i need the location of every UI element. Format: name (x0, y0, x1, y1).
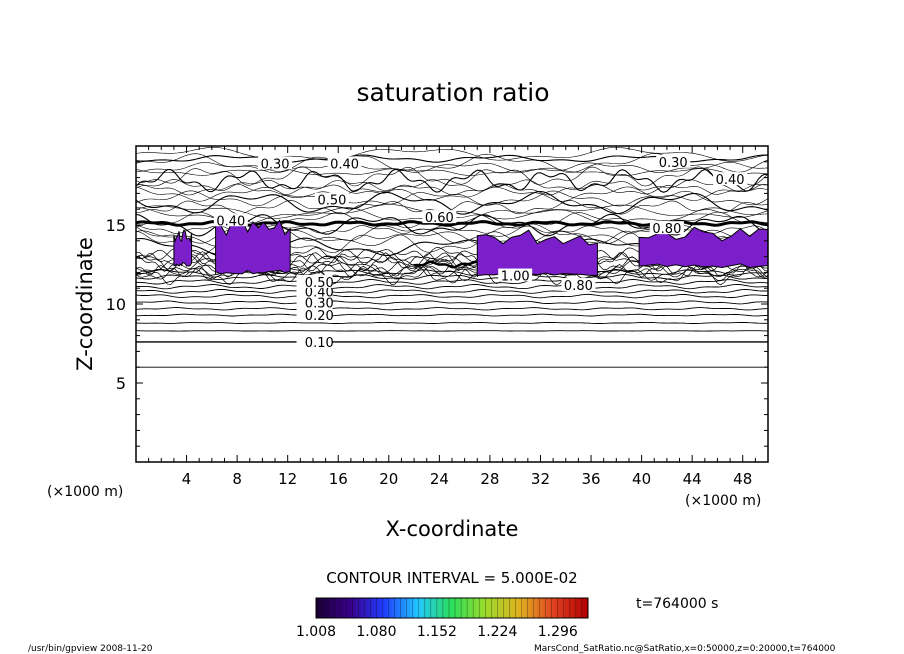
footer-left: /usr/bin/gpview 2008-11-20 (28, 644, 153, 654)
colorbar (316, 598, 588, 618)
contour-line (135, 279, 769, 285)
colorbar-tick-label: 1.296 (538, 624, 578, 640)
contour-label-bg (296, 308, 333, 322)
contour-line (135, 166, 769, 187)
x-tick-label: 32 (531, 470, 550, 488)
contour-line (135, 300, 769, 305)
colorbar-tick-label: 1.080 (356, 624, 396, 640)
x-tick-label: 40 (632, 470, 651, 488)
x-tick-label: 4 (182, 470, 192, 488)
contour-label-bg (327, 156, 362, 170)
contour-label: 1.00 (501, 270, 530, 285)
x-axis-label: X-coordinate (386, 517, 519, 541)
contour-label-bg (296, 274, 333, 288)
contour-label-bg (213, 213, 248, 227)
contour-line (135, 313, 769, 317)
y-tick-label: 5 (116, 374, 126, 393)
contour-line (135, 168, 769, 193)
x-tick-label: 16 (329, 470, 348, 488)
chart-title: saturation ratio (356, 78, 549, 107)
contour-label-bg (296, 295, 333, 309)
x-tick-label: 48 (733, 470, 752, 488)
contour-line (135, 288, 769, 294)
contour-line (135, 283, 768, 290)
contour-label: 0.30 (261, 157, 290, 172)
contour-label: 0.30 (659, 156, 688, 171)
plot-frame (135, 145, 769, 463)
contour-label-bg (296, 334, 333, 348)
y-axis: 5 10 15 (106, 161, 768, 447)
contour-label-bg (422, 210, 457, 224)
x-tick-label: 36 (581, 470, 600, 488)
colorbar-tick-label: 1.152 (417, 624, 457, 640)
x-tick-label: 28 (480, 470, 499, 488)
contour-line (135, 190, 769, 207)
contour-label: 0.40 (330, 157, 359, 172)
contour-label: 0.20 (305, 309, 334, 324)
contour-label-bg (561, 278, 596, 292)
contour-label: 0.10 (305, 336, 334, 351)
contour-line (135, 274, 769, 281)
y-tick-label: 10 (106, 295, 126, 314)
colorbar-frame (315, 597, 589, 619)
contour-line (135, 167, 769, 176)
supersaturated-region (173, 229, 193, 267)
contour-label: 0.30 (305, 296, 334, 311)
footer-right: MarsCond_SatRatio.nc@SatRatio,x=0:50000,… (534, 644, 836, 654)
contour-line (135, 330, 768, 332)
colorbar-gradient (316, 598, 588, 618)
x-unit-left: (×1000 m) (47, 484, 123, 500)
colorbar-tick-label: 1.224 (477, 624, 517, 640)
contour-label-bg (258, 156, 293, 170)
contour-line (135, 293, 768, 299)
contour-label: 0.60 (425, 211, 454, 226)
time-label: t=764000 s (636, 596, 718, 612)
x-tick-label: 24 (430, 470, 449, 488)
contour-label-bg (656, 154, 691, 168)
contour-line (135, 321, 768, 324)
contour-label: 0.80 (652, 222, 681, 237)
contour-label: 0.80 (564, 279, 593, 294)
x-tick-label: 12 (278, 470, 297, 488)
contour-interval-text: CONTOUR INTERVAL = 5.000E-02 (326, 569, 577, 587)
contour-label-bg (498, 268, 533, 282)
contour-label: 0.50 (305, 276, 334, 291)
contour-label: 0.40 (305, 285, 334, 300)
y-axis-label: Z-coordinate (73, 237, 97, 371)
x-tick-label: 20 (379, 470, 398, 488)
contour-line (135, 179, 768, 192)
x-tick-label: 44 (683, 470, 702, 488)
y-tick-label: 15 (106, 216, 126, 235)
contour-line (135, 183, 769, 196)
x-axis: 4 8 12 16 20 24 28 32 36 40 44 48 (148, 146, 756, 488)
x-unit-right: (×1000 m) (685, 493, 761, 509)
contour-line (135, 307, 768, 311)
colorbar-tick-label: 1.008 (296, 624, 336, 640)
colorbar-ticks: 1.008 1.080 1.152 1.224 1.296 (296, 624, 578, 640)
supersaturated-region (476, 229, 598, 278)
contour-line (135, 186, 769, 202)
contour-label: 0.40 (216, 214, 245, 229)
contour-label-bg (649, 221, 684, 235)
contour-label-bg (713, 172, 748, 186)
contour-label: 0.40 (716, 173, 745, 188)
contour-label: 0.50 (317, 194, 346, 209)
plot-area: 0.100.200.300.400.500.30 0.400.500.40 0.60… (135, 147, 769, 368)
x-tick-label: 8 (232, 470, 242, 488)
contour-label-bg (314, 192, 349, 206)
